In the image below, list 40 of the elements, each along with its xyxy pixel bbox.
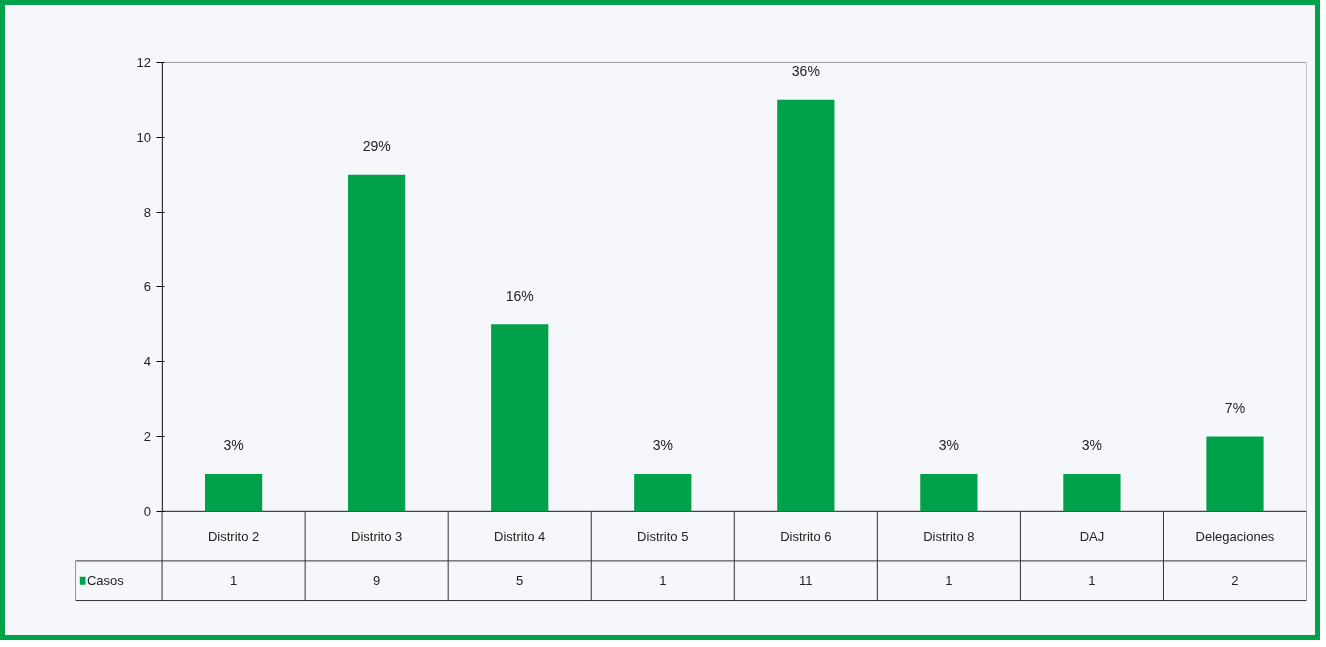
- y-tick-label: 12: [136, 54, 152, 70]
- x-tick-label: Distrito 4: [494, 528, 546, 544]
- bar: [1206, 436, 1264, 512]
- x-tick-label: Distrito 8: [923, 528, 975, 544]
- bar: [348, 174, 406, 512]
- y-tick-label: 6: [143, 279, 152, 295]
- y-tick-label: 10: [136, 129, 152, 145]
- data-label: 2: [1231, 573, 1239, 589]
- bar: [920, 473, 978, 512]
- y-tick-label: 2: [143, 429, 152, 445]
- data-label: 1: [229, 573, 238, 589]
- annotation: 3%: [1081, 437, 1103, 454]
- data-label: 9: [373, 573, 381, 589]
- annotation: 3%: [223, 437, 244, 454]
- y-tick-label: 0: [143, 503, 152, 519]
- bar: [777, 99, 835, 512]
- bar: [491, 324, 549, 512]
- annotation: 36%: [791, 63, 820, 80]
- annotation: 29%: [362, 138, 391, 155]
- x-tick-label: Distrito 5: [637, 528, 689, 544]
- annotation: 3%: [938, 437, 959, 454]
- x-tick-label: Distrito 3: [351, 528, 403, 544]
- y-tick-label: 8: [143, 204, 152, 220]
- data-label: 1: [1088, 573, 1096, 589]
- data-label: 1: [945, 573, 953, 589]
- annotation: 7%: [1224, 399, 1246, 416]
- bar: [634, 473, 692, 512]
- data-label: 5: [516, 573, 524, 589]
- data-label: 1: [659, 573, 667, 589]
- x-tick-label: Distrito 6: [780, 528, 832, 544]
- annotation: 3%: [652, 437, 673, 454]
- x-tick-label: Distrito 2: [207, 528, 260, 544]
- x-tick-label: Delegaciones: [1195, 528, 1275, 544]
- y-tick-label: 4: [143, 354, 152, 370]
- bar: [204, 473, 263, 512]
- legend-label: Casos: [86, 573, 125, 589]
- data-label: 11: [799, 573, 813, 589]
- annotation: 16%: [505, 287, 534, 304]
- bar: [1063, 473, 1121, 512]
- x-tick-label: DAJ: [1079, 528, 1105, 544]
